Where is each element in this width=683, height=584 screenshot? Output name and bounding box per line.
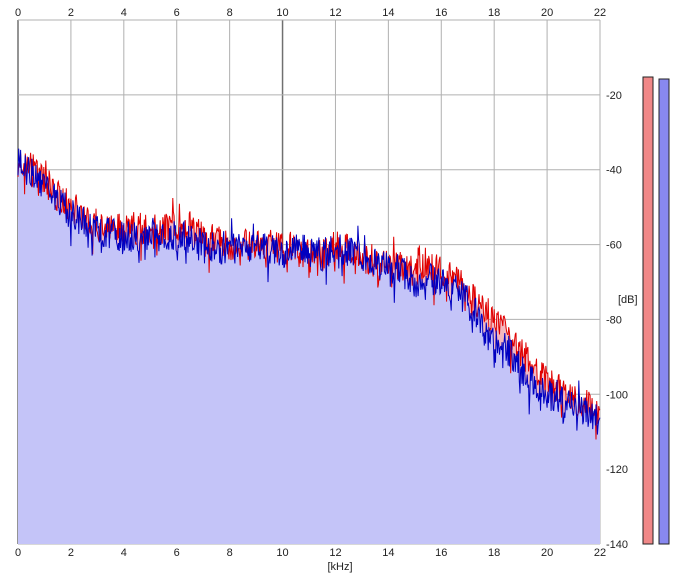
x-tick-label-top: 10	[276, 7, 288, 19]
x-tick-label-top: 14	[382, 7, 394, 19]
y-tick-label: -40	[606, 165, 622, 177]
y-tick-label: -80	[606, 314, 622, 326]
x-tick-label-bottom: 22	[594, 547, 606, 559]
x-tick-label-top: 6	[174, 7, 180, 19]
x-tick-label-top: 20	[541, 7, 553, 19]
x-tick-label-bottom: 4	[121, 547, 127, 559]
x-axis-title: [kHz]	[327, 561, 352, 573]
top-x-tick-labels: 0 2 4 6 8 10 12 14 16 18 20 22	[15, 7, 606, 19]
spectrum-area	[18, 148, 600, 545]
y-tick-label: -100	[606, 389, 628, 401]
y-tick-label: -20	[606, 90, 622, 102]
y-tick-label: -60	[606, 240, 622, 252]
x-tick-label-bottom: 2	[68, 547, 74, 559]
left-level-meter	[642, 76, 654, 545]
x-tick-label-top: 18	[488, 7, 500, 19]
x-tick-label-top: 16	[435, 7, 447, 19]
blue-series-area	[18, 148, 600, 544]
y-tick-label: -140	[606, 539, 628, 551]
y-tick-label: -120	[606, 464, 628, 476]
series-lines	[17, 148, 601, 440]
blue-series-line	[17, 148, 601, 435]
x-tick-label-top: 12	[329, 7, 341, 19]
y-axis-title: [dB]	[618, 294, 638, 306]
x-tick-label-top: 0	[15, 7, 21, 19]
x-tick-label-top: 2	[68, 7, 74, 19]
bottom-x-tick-labels: 0 2 4 6 8 10 12 14 16 18 20 22	[15, 547, 606, 559]
x-tick-label-bottom: 10	[276, 547, 288, 559]
x-tick-label-bottom: 18	[488, 547, 500, 559]
x-tick-label-bottom: 14	[382, 547, 394, 559]
x-tick-label-top: 8	[227, 7, 233, 19]
x-tick-label-bottom: 6	[174, 547, 180, 559]
x-tick-label-bottom: 12	[329, 547, 341, 559]
x-tick-label-bottom: 8	[227, 547, 233, 559]
level-meters	[642, 76, 670, 545]
x-tick-label-bottom: 0	[15, 547, 21, 559]
x-tick-label-top: 4	[121, 7, 127, 19]
x-tick-label-bottom: 20	[541, 547, 553, 559]
x-tick-label-top: 22	[594, 7, 606, 19]
right-level-meter	[658, 78, 670, 545]
x-tick-label-bottom: 16	[435, 547, 447, 559]
y-tick-labels: -20 -40 -60 -80 -100 -120 -140	[606, 90, 628, 551]
